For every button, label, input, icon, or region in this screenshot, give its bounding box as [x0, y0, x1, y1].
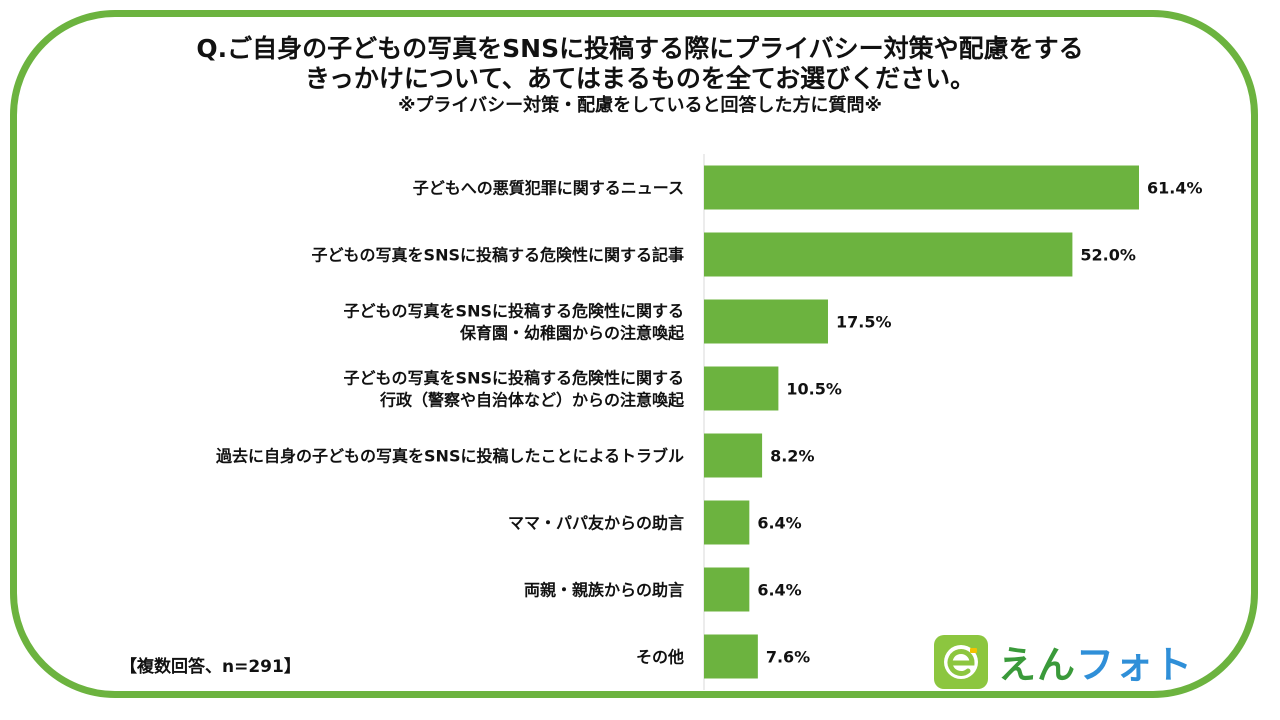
title-line-1: Q.ご自身の子どもの写真をSNSに投稿する際にプライバシー対策や配慮をする [196, 34, 1084, 63]
value-label-1: 61.4% [1147, 179, 1203, 198]
question-title: Q.ご自身の子どもの写真をSNSに投稿する際にプライバシー対策や配慮をする きっ… [0, 34, 1280, 118]
category-label-2: 子どもの写真をSNSに投稿する危険性に関する記事 [312, 246, 684, 265]
value-label-2: 52.0% [1080, 246, 1136, 265]
category-label-6: ママ・パパ友からの助言 [508, 514, 684, 533]
category-label-7: 両親・親族からの助言 [524, 581, 684, 600]
logo-text-part2: フォト [1076, 643, 1194, 687]
title-line-2: きっかけについて、あてはまるものを全てお選びください。 [304, 64, 976, 93]
category-label-5: 過去に自身の子どもの写真をSNSに投稿したことによるトラブル [215, 447, 684, 466]
sample-note: 【複数回答、n=291】 [120, 657, 301, 677]
logo-text: えんフォト [998, 634, 1193, 689]
logo-e-icon [934, 634, 988, 689]
category-label-3-line-2: 保育園・幼稚園からの注意喚起 [459, 324, 685, 343]
category-label-3-line-1: 子どもの写真をSNSに投稿する危険性に関する [344, 302, 684, 321]
category-label-4-line-1: 子どもの写真をSNSに投稿する危険性に関する [344, 369, 684, 388]
category-label-4-line-2: 行政（警察や自治体など）からの注意喚起 [379, 391, 685, 410]
value-label-4: 10.5% [786, 380, 842, 399]
bar-7 [704, 567, 750, 612]
bar-5 [704, 433, 763, 478]
bar-4 [704, 366, 779, 411]
bar-3 [704, 299, 828, 344]
category-label-1: 子どもへの悪質犯罪に関するニュース [413, 179, 684, 198]
value-label-3: 17.5% [836, 313, 892, 332]
value-label-6: 6.4% [757, 514, 801, 533]
value-label-7: 6.4% [757, 581, 801, 600]
bar-6 [704, 500, 750, 545]
logo-text-part1: えん [998, 643, 1077, 687]
value-label-8: 7.6% [766, 648, 810, 667]
logo: えんフォト [934, 634, 1193, 689]
bar-8 [704, 634, 758, 679]
border-frame [10, 10, 1258, 698]
value-label-5: 8.2% [770, 447, 814, 466]
bar-1 [704, 165, 1139, 210]
title-line-3: ※プライバシー対策・配慮をしていると回答した方に質問※ [397, 95, 883, 116]
bar-2 [704, 232, 1073, 277]
category-label-8: その他 [636, 648, 684, 667]
